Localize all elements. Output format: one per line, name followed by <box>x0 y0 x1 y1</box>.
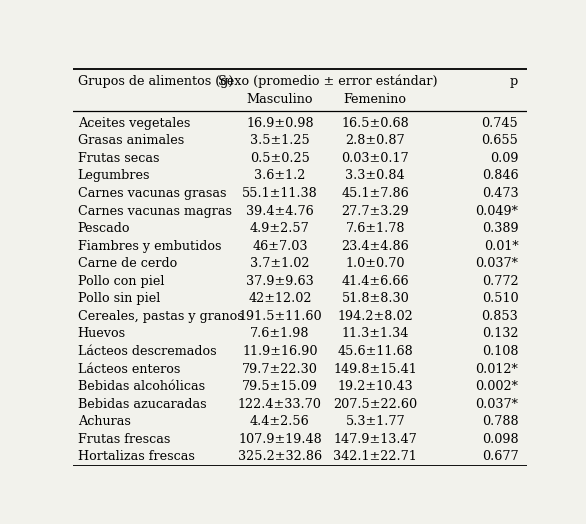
Text: 0.745: 0.745 <box>482 117 519 130</box>
Text: 27.7±3.29: 27.7±3.29 <box>342 204 409 217</box>
Text: 11.3±1.34: 11.3±1.34 <box>342 328 409 341</box>
Text: Cereales, pastas y granos: Cereales, pastas y granos <box>78 310 244 323</box>
Text: 0.01*: 0.01* <box>483 239 519 253</box>
Text: 0.098: 0.098 <box>482 433 519 446</box>
Text: Pollo sin piel: Pollo sin piel <box>78 292 160 305</box>
Text: Bebidas alcohólicas: Bebidas alcohólicas <box>78 380 205 393</box>
Text: Carne de cerdo: Carne de cerdo <box>78 257 177 270</box>
Text: 4.9±2.57: 4.9±2.57 <box>250 222 310 235</box>
Text: 149.8±15.41: 149.8±15.41 <box>333 363 417 376</box>
Text: Achuras: Achuras <box>78 415 131 428</box>
Text: Femenino: Femenino <box>344 93 407 106</box>
Text: 3.5±1.25: 3.5±1.25 <box>250 134 310 147</box>
Text: Frutas secas: Frutas secas <box>78 152 159 165</box>
Text: 16.5±0.68: 16.5±0.68 <box>342 117 409 130</box>
Text: 0.002*: 0.002* <box>475 380 519 393</box>
Text: 79.5±15.09: 79.5±15.09 <box>242 380 318 393</box>
Text: Fiambres y embutidos: Fiambres y embutidos <box>78 239 222 253</box>
Text: 2.8±0.87: 2.8±0.87 <box>346 134 405 147</box>
Text: 51.8±8.30: 51.8±8.30 <box>342 292 409 305</box>
Text: p: p <box>510 74 519 88</box>
Text: 0.846: 0.846 <box>482 169 519 182</box>
Text: 0.108: 0.108 <box>482 345 519 358</box>
Text: 5.3±1.77: 5.3±1.77 <box>346 415 405 428</box>
Text: 55.1±11.38: 55.1±11.38 <box>242 187 318 200</box>
Text: 0.049*: 0.049* <box>475 204 519 217</box>
Text: 23.4±4.86: 23.4±4.86 <box>342 239 409 253</box>
Text: 3.6±1.2: 3.6±1.2 <box>254 169 305 182</box>
Text: Pescado: Pescado <box>78 222 130 235</box>
Text: 0.772: 0.772 <box>482 275 519 288</box>
Text: Masculino: Masculino <box>247 93 313 106</box>
Text: 7.6±1.98: 7.6±1.98 <box>250 328 309 341</box>
Text: 0.510: 0.510 <box>482 292 519 305</box>
Text: 342.1±22.71: 342.1±22.71 <box>333 450 417 463</box>
Text: 45.1±7.86: 45.1±7.86 <box>342 187 409 200</box>
Text: 147.9±13.47: 147.9±13.47 <box>333 433 417 446</box>
Text: 0.037*: 0.037* <box>475 398 519 411</box>
Text: 0.788: 0.788 <box>482 415 519 428</box>
Text: 0.389: 0.389 <box>482 222 519 235</box>
Text: Carnes vacunas magras: Carnes vacunas magras <box>78 204 232 217</box>
Text: 45.6±11.68: 45.6±11.68 <box>338 345 413 358</box>
Text: 0.5±0.25: 0.5±0.25 <box>250 152 310 165</box>
Text: 0.012*: 0.012* <box>476 363 519 376</box>
Text: Grupos de alimentos (g): Grupos de alimentos (g) <box>78 74 233 88</box>
Text: 0.655: 0.655 <box>482 134 519 147</box>
Text: 37.9±9.63: 37.9±9.63 <box>246 275 314 288</box>
Text: 122.4±33.70: 122.4±33.70 <box>238 398 322 411</box>
Text: Legumbres: Legumbres <box>78 169 150 182</box>
Text: 42±12.02: 42±12.02 <box>248 292 312 305</box>
Text: 79.7±22.30: 79.7±22.30 <box>242 363 318 376</box>
Text: 0.677: 0.677 <box>482 450 519 463</box>
Text: 39.4±4.76: 39.4±4.76 <box>246 204 314 217</box>
Text: 3.7±1.02: 3.7±1.02 <box>250 257 309 270</box>
Text: Lácteos descremados: Lácteos descremados <box>78 345 216 358</box>
Text: 7.6±1.78: 7.6±1.78 <box>346 222 405 235</box>
Text: 194.2±8.02: 194.2±8.02 <box>338 310 413 323</box>
Text: Bebidas azucaradas: Bebidas azucaradas <box>78 398 206 411</box>
Text: 0.03±0.17: 0.03±0.17 <box>342 152 409 165</box>
Text: 1.0±0.70: 1.0±0.70 <box>346 257 405 270</box>
Text: 4.4±2.56: 4.4±2.56 <box>250 415 310 428</box>
Text: 3.3±0.84: 3.3±0.84 <box>346 169 405 182</box>
Text: 0.09: 0.09 <box>490 152 519 165</box>
Text: Pollo con piel: Pollo con piel <box>78 275 164 288</box>
Text: Grasas animales: Grasas animales <box>78 134 184 147</box>
Text: 191.5±11.60: 191.5±11.60 <box>238 310 322 323</box>
Text: 0.473: 0.473 <box>482 187 519 200</box>
Text: 207.5±22.60: 207.5±22.60 <box>333 398 417 411</box>
Text: 0.132: 0.132 <box>482 328 519 341</box>
Text: Carnes vacunas grasas: Carnes vacunas grasas <box>78 187 226 200</box>
Text: Hortalizas frescas: Hortalizas frescas <box>78 450 195 463</box>
Text: 0.037*: 0.037* <box>475 257 519 270</box>
Text: Sexo (promedio ± error estándar): Sexo (promedio ± error estándar) <box>218 74 437 88</box>
Text: 107.9±19.48: 107.9±19.48 <box>238 433 322 446</box>
Text: Aceites vegetales: Aceites vegetales <box>78 117 190 130</box>
Text: Frutas frescas: Frutas frescas <box>78 433 170 446</box>
Text: Huevos: Huevos <box>78 328 126 341</box>
Text: 46±7.03: 46±7.03 <box>252 239 308 253</box>
Text: 41.4±6.66: 41.4±6.66 <box>342 275 409 288</box>
Text: 16.9±0.98: 16.9±0.98 <box>246 117 314 130</box>
Text: 11.9±16.90: 11.9±16.90 <box>242 345 318 358</box>
Text: 0.853: 0.853 <box>482 310 519 323</box>
Text: Lácteos enteros: Lácteos enteros <box>78 363 180 376</box>
Text: 19.2±10.43: 19.2±10.43 <box>338 380 413 393</box>
Text: 325.2±32.86: 325.2±32.86 <box>238 450 322 463</box>
